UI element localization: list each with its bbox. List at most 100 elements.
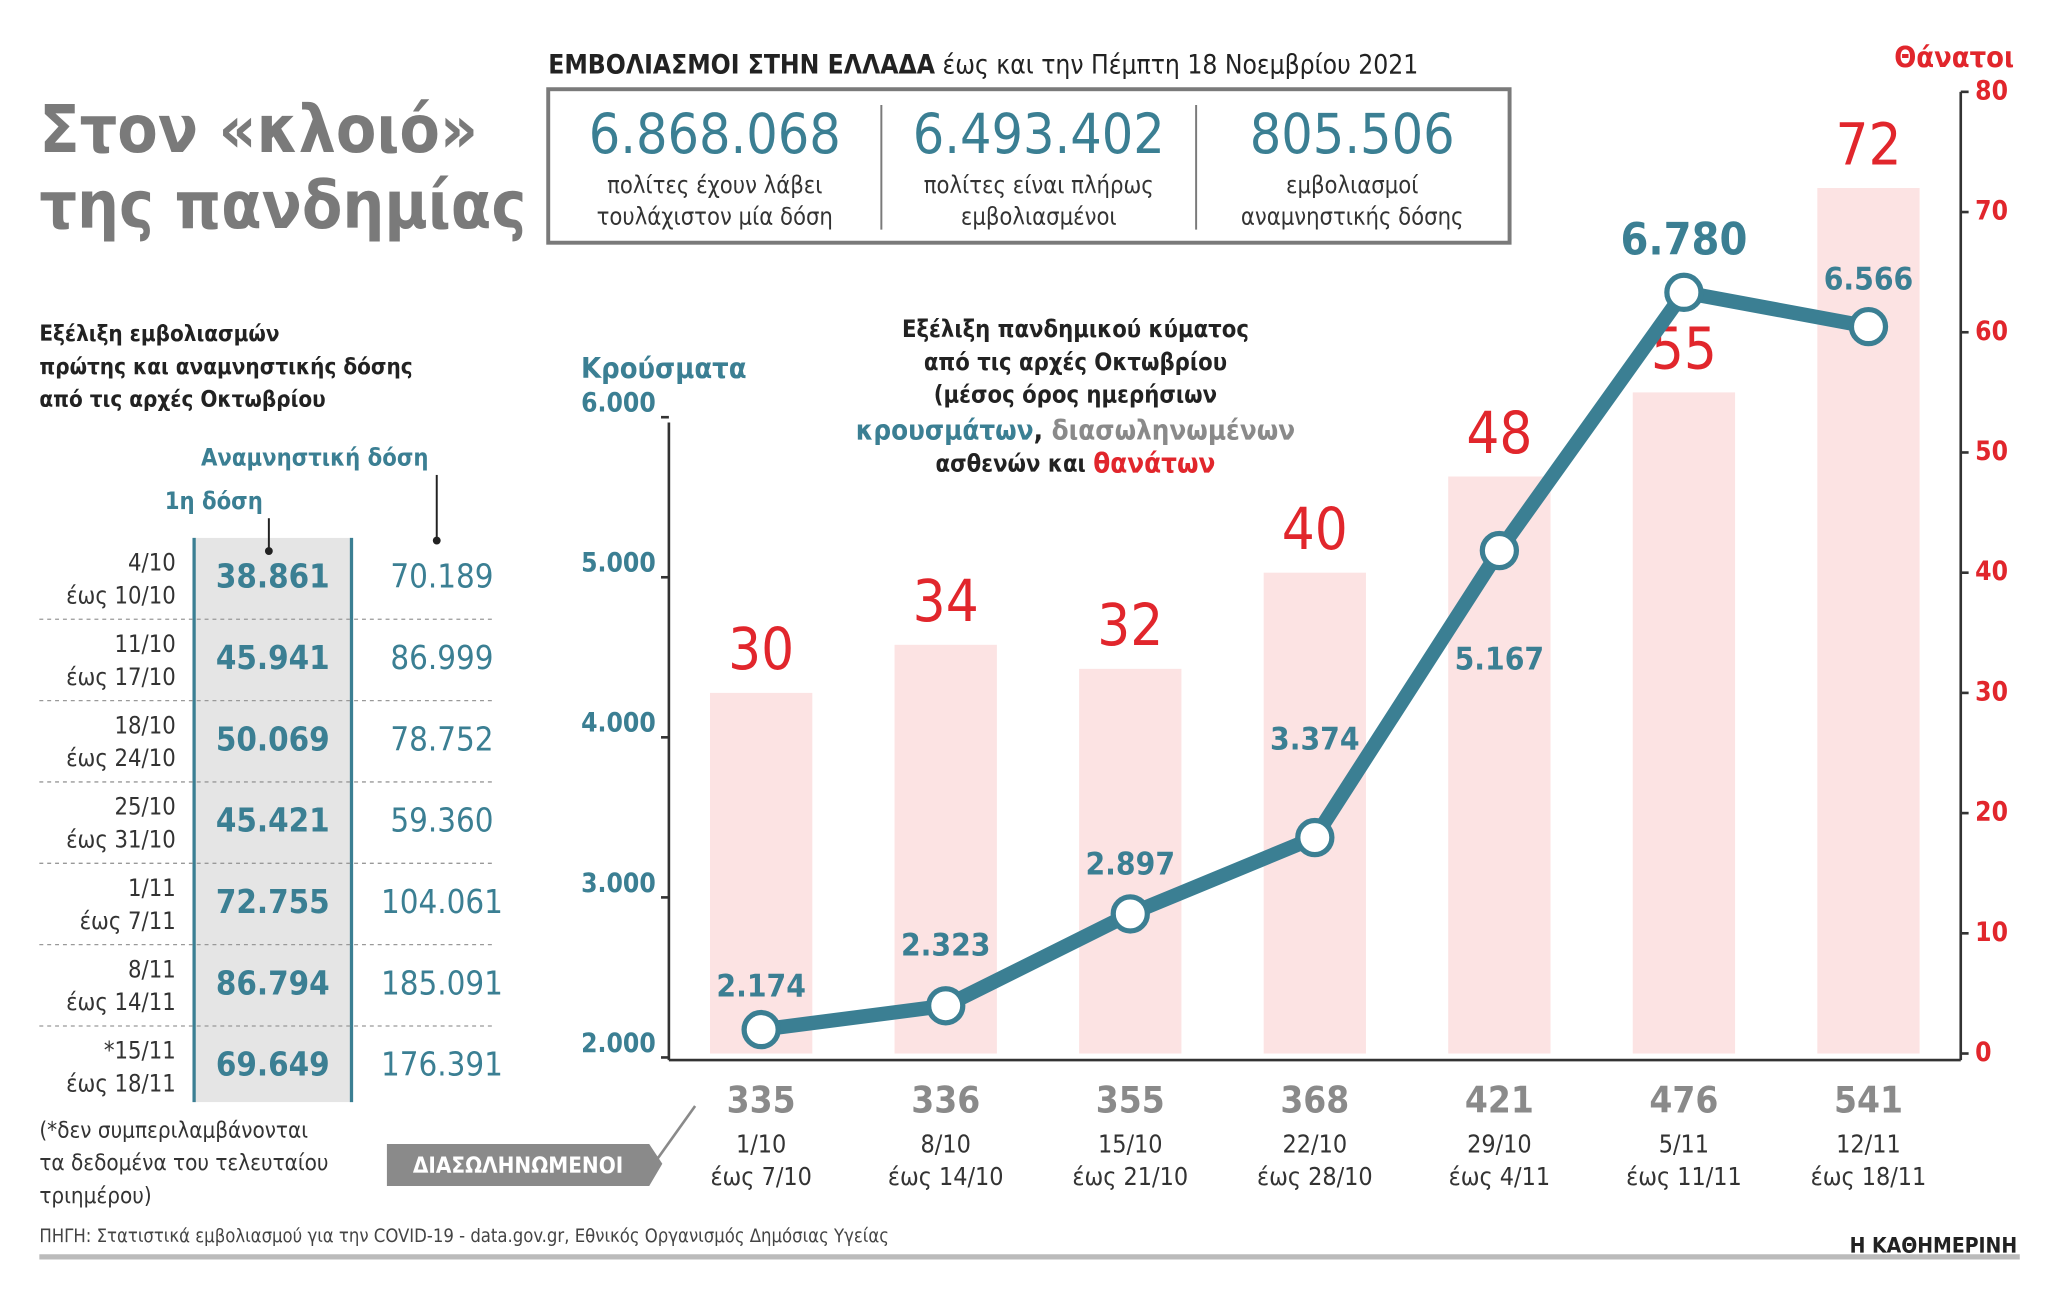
row-period: 1/11 (128, 874, 176, 902)
page-title: Στον «κλοιό» (39, 92, 478, 168)
cases-point (1479, 530, 1520, 571)
death-label: 32 (1097, 591, 1163, 659)
cases-label: 2.897 (1085, 846, 1175, 882)
y-tick-label: 3.000 (581, 869, 656, 899)
category-line: 8/10 (921, 1129, 971, 1158)
row-period: *15/11 (104, 1037, 176, 1065)
intubated-name: ΔΙΑΣΩΛΗΝΩΜΕΝΟΙ (413, 1153, 623, 1179)
cases-point (1664, 272, 1704, 313)
subtitle-part: ασθενών και (936, 449, 1094, 477)
x-tick-label: 8/10 έως 14/10 (888, 1129, 1004, 1191)
x-tick-label: 5/11 έως 11/11 (1626, 1129, 1742, 1191)
y-axis-title: Κρούσματα (581, 351, 747, 385)
stat-text: τουλάχιστον μία δόση (597, 202, 833, 230)
row-period: έως 31/10 (66, 825, 176, 853)
chart-subtitle: κρουσμάτων, διασωληνωμένων (856, 415, 1295, 447)
first-dose: 86.794 (216, 964, 330, 1002)
table-subtitle: από τις αρχές Οκτωβρίου (39, 387, 325, 413)
death-label: 34 (913, 567, 979, 635)
death-bar (1448, 476, 1551, 1054)
leader-dot (432, 536, 441, 545)
stat-value: 805.506 (1250, 102, 1455, 166)
y2-tick-label: 30 (1975, 677, 2008, 707)
category-line: έως 18/11 (1811, 1162, 1927, 1191)
chart-subtitle: από τις αρχές Οκτωβρίου (924, 348, 1227, 376)
summary-date: έως και την Πέμπτη 18 Νοεμβρίου 2021 (935, 50, 1418, 80)
category-line: έως 14/10 (888, 1162, 1004, 1191)
category-line: 15/10 (1098, 1129, 1163, 1158)
row-period: 11/10 (115, 630, 176, 658)
first-dose: 50.069 (216, 720, 330, 758)
y2-tick-label: 10 (1975, 918, 2008, 948)
chart-subtitle: ασθενών και θανάτων (936, 447, 1216, 479)
column-header: 1η δόση (165, 487, 263, 515)
brand: Η ΚΑΘΗΜΕΡΙΝΗ (1850, 1233, 2017, 1257)
booster-dose: 59.360 (390, 802, 493, 840)
chart-subtitle: (μέσος όρος ημερήσιων (934, 381, 1217, 409)
category-line: 29/10 (1467, 1129, 1532, 1158)
note: τριημέρου) (39, 1183, 151, 1209)
intubated-value: 368 (1280, 1079, 1349, 1122)
booster-dose: 86.999 (390, 639, 493, 677)
stat-text: εμβολιασμένοι (961, 202, 1117, 230)
row-period: έως 18/11 (66, 1070, 176, 1098)
cases-label: 3.374 (1270, 721, 1360, 757)
source: ΠΗΓΗ: Στατιστικά εμβολιασμού για την COV… (39, 1226, 889, 1247)
booster-dose: 78.752 (390, 720, 493, 758)
cases-point (1295, 817, 1335, 858)
booster-dose: 104.061 (381, 883, 503, 921)
first-dose: 69.649 (216, 1046, 330, 1084)
summary-title: ΕΜΒΟΛΙΑΣΜΟΙ ΣΤΗΝ ΕΛΛΑΔΑ (548, 50, 935, 80)
row-period: 18/10 (115, 711, 176, 739)
cases-point (926, 986, 966, 1026)
cases-point (1848, 306, 1889, 347)
category-line: έως 7/10 (710, 1162, 811, 1191)
y2-tick-label: 20 (1975, 798, 2008, 828)
cases-point (741, 1009, 781, 1050)
first-dose: 45.941 (216, 639, 330, 677)
y2-tick-label: 70 (1975, 197, 2008, 227)
y2-tick-label: 0 (1975, 1038, 1991, 1068)
row-period: έως 10/10 (66, 581, 176, 609)
first-dose: 45.421 (216, 802, 330, 840)
table-subtitle: πρώτης και αναμνηστικής δόσης (39, 354, 412, 380)
intubated-value: 355 (1096, 1079, 1165, 1122)
y-tick-label: 4.000 (581, 709, 656, 739)
intubated-value: 335 (727, 1079, 796, 1122)
death-bar (1079, 668, 1182, 1054)
row-period: 4/10 (128, 549, 176, 577)
stat-value: 6.868.068 (589, 102, 841, 166)
first-dose: 72.755 (216, 883, 330, 921)
x-tick-label: 12/11 έως 18/11 (1811, 1129, 1927, 1191)
death-label: 30 (728, 615, 794, 683)
x-tick-label: 15/10 έως 21/10 (1072, 1129, 1188, 1191)
subtitle-part: κρουσμάτων (856, 415, 1034, 447)
y2-tick-label: 50 (1975, 437, 2008, 467)
cases-label: 2.174 (716, 969, 806, 1005)
first-dose: 38.861 (216, 558, 330, 596)
subtitle-part: διασωληνωμένων (1052, 415, 1296, 447)
row-period: έως 14/11 (66, 988, 176, 1016)
intubated-value: 476 (1649, 1079, 1718, 1122)
cases-label: 6.780 (1620, 214, 1747, 266)
y2-tick-label: 60 (1975, 317, 2008, 347)
row-period: 8/11 (128, 955, 176, 983)
death-bar (710, 692, 813, 1054)
stat-text: αναμνηστικής δόσης (1241, 202, 1464, 230)
booster-dose: 185.091 (381, 964, 503, 1002)
summary-box (546, 87, 1512, 245)
cases-label: 2.323 (901, 928, 991, 964)
cases-label: 6.566 (1824, 262, 1914, 298)
chart-subtitle: Εξέλιξη πανδημικού κύματος (902, 315, 1249, 343)
row-period: έως 17/10 (66, 663, 176, 691)
subtitle-part: θανάτων (1093, 447, 1215, 479)
booster-dose: 176.391 (381, 1046, 503, 1084)
summary-heading: ΕΜΒΟΛΙΑΣΜΟΙ ΣΤΗΝ ΕΛΛΑΔΑ έως και την Πέμπ… (548, 50, 1418, 80)
death-label: 48 (1466, 399, 1532, 467)
leader-dot (264, 547, 273, 555)
stat-text: πολίτες έχουν λάβει (607, 171, 822, 199)
row-period: έως 24/10 (66, 744, 176, 772)
stat-text: εμβολιασμοί (1286, 171, 1418, 199)
note: τα δεδομένα του τελευταίου (39, 1150, 328, 1176)
